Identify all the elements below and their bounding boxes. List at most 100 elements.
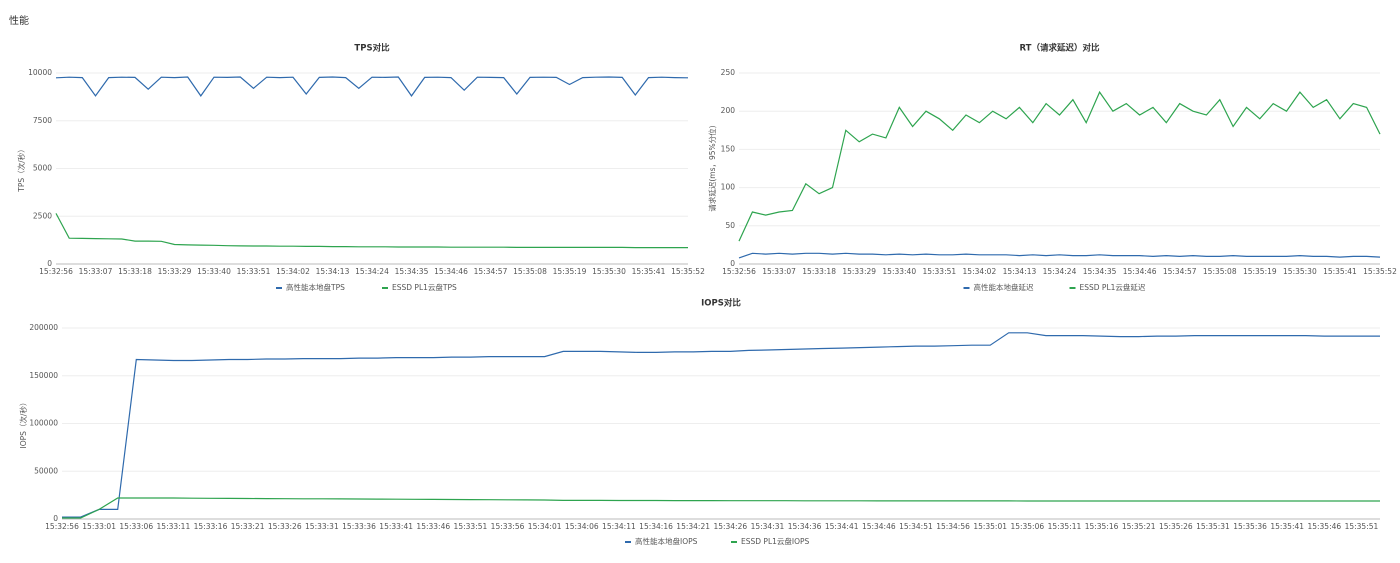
y-tick-label: 100 [721, 183, 736, 192]
x-tick-label: 15:33:26 [268, 522, 302, 531]
x-tick-label: 15:33:18 [802, 267, 836, 276]
y-axis-label: 请求延迟(ms，95%分位) [707, 125, 717, 211]
x-tick-label: 15:33:41 [379, 522, 413, 531]
x-tick-label: 15:35:16 [1085, 522, 1119, 531]
x-tick-label: 15:33:40 [197, 267, 231, 276]
x-tick-label: 15:34:57 [1163, 267, 1197, 276]
x-tick-label: 15:35:19 [553, 267, 587, 276]
x-tick-label: 15:33:51 [454, 522, 488, 531]
x-tick-label: 15:33:46 [416, 522, 450, 531]
x-tick-label: 15:34:02 [276, 267, 310, 276]
y-tick-label: 200000 [29, 323, 58, 332]
x-tick-label: 15:34:56 [936, 522, 970, 531]
y-tick-label: 7500 [33, 116, 52, 125]
x-tick-label: 15:34:02 [963, 267, 997, 276]
chart-title: IOPS对比 [701, 298, 741, 309]
x-tick-label: 15:34:24 [355, 267, 389, 276]
x-tick-label: 15:34:36 [788, 522, 822, 531]
legend-label: 高性能本地盘延迟 [974, 282, 1034, 292]
x-tick-label: 15:33:06 [119, 522, 153, 531]
x-tick-label: 15:35:08 [513, 267, 547, 276]
y-tick-label: 100000 [29, 419, 58, 428]
x-tick-label: 15:33:29 [842, 267, 876, 276]
y-tick-label: 0 [730, 259, 735, 268]
series-line [738, 252, 1381, 259]
x-tick-label: 15:35:30 [1283, 267, 1317, 276]
x-tick-label: 15:35:06 [1010, 522, 1044, 531]
x-tick-label: 15:35:52 [671, 267, 705, 276]
series-line [62, 497, 1380, 519]
x-tick-label: 15:35:08 [1203, 267, 1237, 276]
x-tick-label: 15:35:30 [592, 267, 626, 276]
x-tick-label: 15:33:40 [882, 267, 916, 276]
x-tick-label: 15:34:46 [862, 522, 896, 531]
x-tick-label: 15:34:35 [1083, 267, 1117, 276]
y-tick-label: 0 [47, 259, 52, 268]
x-tick-label: 15:32:56 [45, 522, 79, 531]
x-tick-label: 15:34:31 [751, 522, 785, 531]
x-tick-label: 15:34:35 [395, 267, 429, 276]
x-tick-label: 15:35:01 [973, 522, 1007, 531]
y-tick-label: 2500 [33, 211, 52, 220]
x-tick-label: 15:35:11 [1048, 522, 1082, 531]
y-tick-label: 150 [721, 144, 736, 153]
series-line [62, 332, 1380, 518]
x-tick-label: 15:34:13 [1003, 267, 1037, 276]
x-tick-label: 15:34:21 [676, 522, 710, 531]
y-tick-label: 150000 [29, 371, 58, 380]
y-tick-label: 200 [721, 106, 736, 115]
y-tick-label: 0 [53, 514, 58, 523]
y-axis-label: IOPS（次/秒） [18, 399, 28, 449]
x-tick-label: 15:35:51 [1345, 522, 1379, 531]
x-tick-label: 15:32:56 [722, 267, 756, 276]
legend-label: ESSD PL1云盘IOPS [741, 536, 810, 546]
x-tick-label: 15:35:46 [1307, 522, 1341, 531]
x-tick-label: 15:33:51 [922, 267, 956, 276]
x-tick-label: 15:34:41 [825, 522, 859, 531]
x-tick-label: 15:33:56 [491, 522, 525, 531]
x-tick-label: 15:35:26 [1159, 522, 1193, 531]
y-tick-label: 10000 [28, 68, 52, 77]
x-tick-label: 15:34:46 [434, 267, 468, 276]
x-tick-label: 15:35:36 [1233, 522, 1267, 531]
series-line [738, 90, 1381, 242]
series-line [55, 213, 688, 249]
y-tick-label: 50 [725, 221, 735, 230]
x-tick-label: 15:35:41 [1323, 267, 1357, 276]
x-tick-label: 15:35:21 [1122, 522, 1156, 531]
x-tick-label: 15:33:16 [194, 522, 228, 531]
legend-label: 高性能本地盘TPS [286, 282, 345, 292]
x-tick-label: 15:33:07 [762, 267, 796, 276]
y-tick-label: 50000 [34, 466, 58, 475]
x-tick-label: 15:34:51 [899, 522, 933, 531]
x-tick-label: 15:34:46 [1123, 267, 1157, 276]
x-tick-label: 15:33:18 [118, 267, 152, 276]
x-tick-label: 15:35:19 [1243, 267, 1277, 276]
x-tick-label: 15:34:13 [316, 267, 350, 276]
x-tick-label: 15:33:07 [79, 267, 113, 276]
x-tick-label: 15:35:52 [1363, 267, 1397, 276]
x-tick-label: 15:34:26 [713, 522, 747, 531]
x-tick-label: 15:33:29 [158, 267, 192, 276]
chart-title: RT（请求延迟）对比 [1020, 43, 1100, 54]
y-axis-label: TPS（次/秒） [16, 145, 26, 192]
series-line [55, 76, 689, 97]
x-tick-label: 15:33:11 [157, 522, 191, 531]
legend-label: 高性能本地盘IOPS [635, 536, 698, 546]
x-tick-label: 15:33:01 [82, 522, 116, 531]
x-tick-label: 15:34:11 [602, 522, 636, 531]
x-tick-label: 15:33:21 [231, 522, 265, 531]
x-tick-label: 15:33:51 [237, 267, 271, 276]
x-tick-label: 15:35:31 [1196, 522, 1230, 531]
x-tick-label: 15:34:16 [639, 522, 673, 531]
chart-title: TPS对比 [354, 43, 390, 54]
x-tick-label: 15:35:41 [1270, 522, 1304, 531]
page-title: 性能 [9, 14, 29, 27]
x-tick-label: 15:33:31 [305, 522, 339, 531]
x-tick-label: 15:35:41 [632, 267, 666, 276]
x-tick-label: 15:34:01 [528, 522, 562, 531]
x-tick-label: 15:34:06 [565, 522, 599, 531]
legend-label: ESSD PL1云盘TPS [392, 282, 457, 292]
